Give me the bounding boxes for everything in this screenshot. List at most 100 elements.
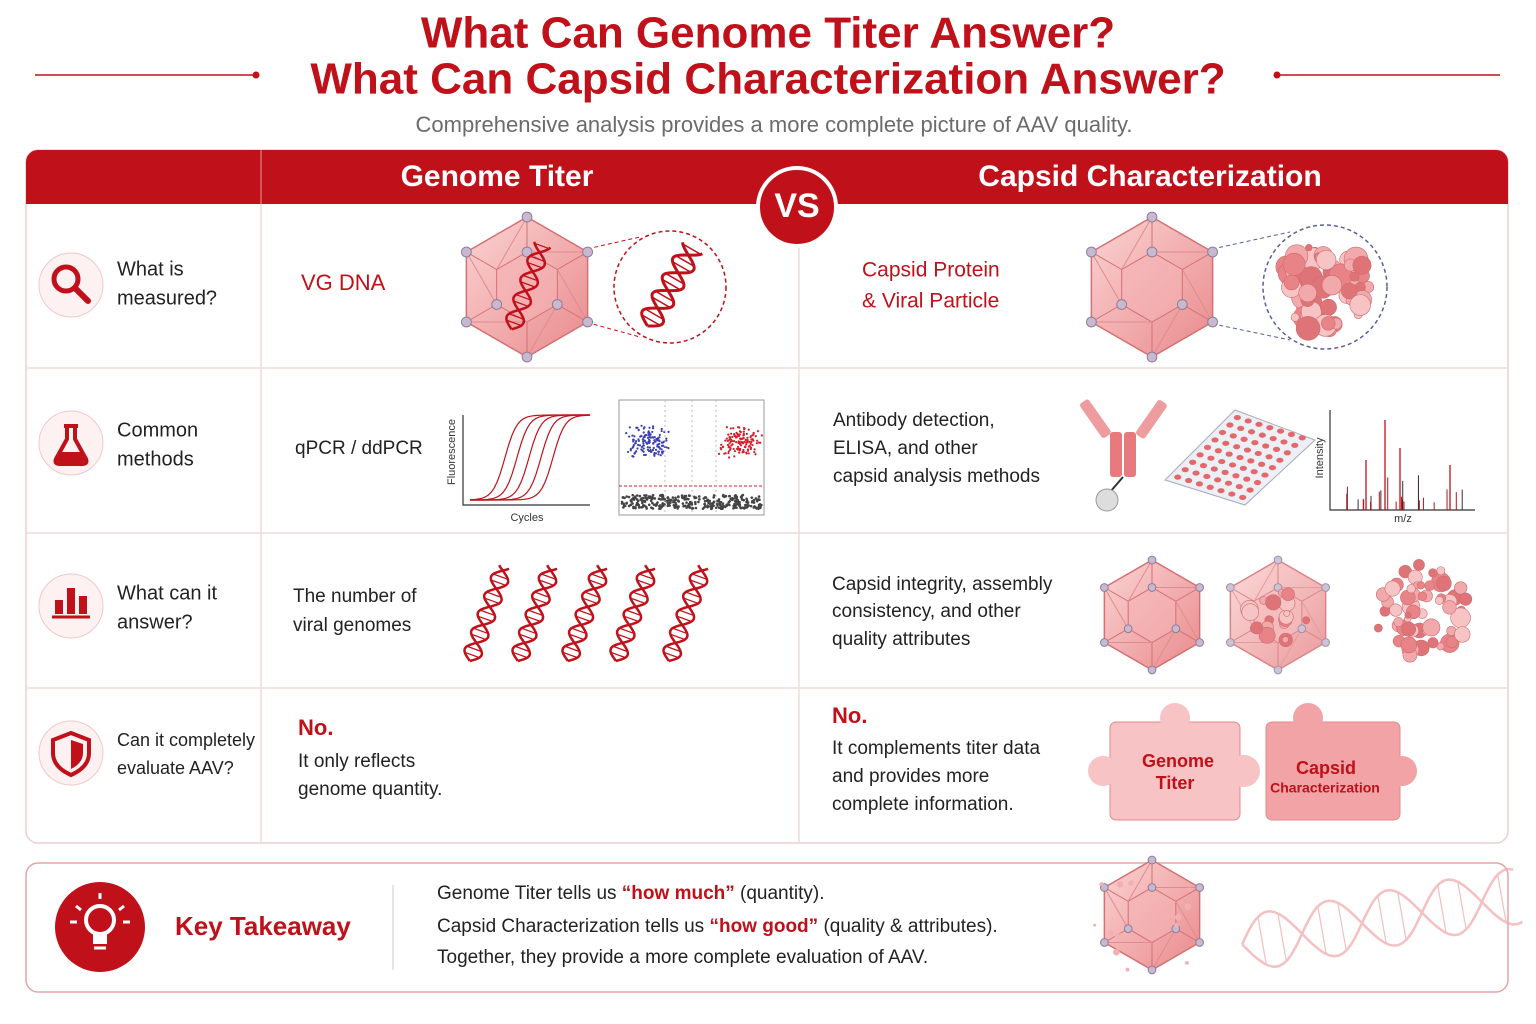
- title-rule-dot: [252, 71, 260, 79]
- answer: No.: [832, 703, 867, 728]
- capsid-vertex: [1085, 246, 1097, 258]
- droplet: [632, 444, 635, 447]
- elisa-well: [1203, 473, 1211, 480]
- droplet: [640, 499, 644, 503]
- dna-rung: [639, 573, 655, 580]
- dna-helix: [640, 242, 703, 328]
- droplet: [633, 452, 636, 455]
- capsid-edge: [1121, 216, 1153, 270]
- droplet: [727, 451, 730, 455]
- cell-text: VG DNA: [301, 270, 386, 295]
- dna-strand: [511, 246, 552, 331]
- puzzle-label: Characterization: [1270, 780, 1380, 796]
- column-header: Genome Titer: [401, 160, 594, 193]
- droplet: [732, 432, 736, 436]
- dna-rung: [672, 627, 688, 635]
- sparkle-dot: [1125, 967, 1130, 972]
- sparkle-dot: [1185, 960, 1189, 965]
- capsid-vertex: [582, 316, 594, 328]
- sparkle-dot: [1113, 948, 1120, 956]
- row-label: evaluate AAV?: [117, 758, 234, 778]
- droplet: [732, 447, 735, 451]
- droplet: [726, 439, 729, 443]
- droplet: [637, 429, 640, 432]
- elisa-well: [1247, 429, 1256, 435]
- elisa-well: [1250, 469, 1258, 475]
- dna-rung: [571, 627, 587, 635]
- dna-rung: [1397, 892, 1407, 941]
- dna-rung: [683, 597, 699, 605]
- droplet: [673, 506, 677, 510]
- capsid-vertex: [1195, 883, 1204, 892]
- droplet: [646, 446, 649, 449]
- capsid-vertex: [1207, 246, 1219, 258]
- capsid-vertex: [1116, 299, 1128, 310]
- droplet: [681, 496, 685, 500]
- protein-blob: [1422, 618, 1441, 637]
- droplet: [672, 500, 675, 504]
- sparkle-dot: [1114, 933, 1120, 939]
- droplet: [742, 430, 745, 433]
- capsid-vertex: [491, 299, 503, 310]
- droplet: [727, 501, 731, 504]
- capsid-edge: [1104, 628, 1129, 643]
- droplet: [746, 439, 749, 442]
- droplet: [757, 441, 761, 444]
- protein-blob: [1321, 316, 1336, 331]
- elisa-well: [1224, 480, 1233, 486]
- sparkle-dot: [1116, 881, 1124, 888]
- elisa-well: [1226, 422, 1234, 428]
- droplet: [726, 443, 730, 447]
- elisa-well: [1298, 435, 1306, 441]
- droplet: [734, 500, 738, 504]
- droplet: [648, 446, 652, 449]
- dna-strand: [615, 564, 656, 663]
- dna-rung: [521, 627, 537, 635]
- droplet: [684, 494, 688, 498]
- droplet: [644, 496, 647, 500]
- dna-rung: [651, 296, 671, 309]
- dna-strand: [505, 241, 547, 330]
- row-icon: [38, 720, 104, 786]
- droplet: [724, 439, 727, 442]
- droplet: [738, 440, 741, 444]
- droplet: [743, 507, 746, 510]
- droplet: [641, 438, 645, 441]
- elisa-well: [1192, 470, 1200, 476]
- droplet: [760, 434, 763, 437]
- dna-rung: [512, 651, 528, 659]
- row-label: Can it completely: [117, 730, 255, 750]
- droplet: [745, 497, 748, 501]
- droplet: [721, 502, 725, 506]
- droplet: [660, 444, 664, 447]
- droplet: [705, 499, 709, 503]
- droplet: [708, 502, 712, 506]
- droplet: [720, 443, 723, 446]
- elisa-well: [1184, 477, 1193, 484]
- dna-rung: [541, 573, 557, 580]
- droplet: [635, 498, 639, 501]
- droplet: [647, 433, 650, 437]
- droplet: [748, 440, 751, 443]
- protein-blob: [1417, 591, 1428, 601]
- elisa-well: [1189, 459, 1197, 465]
- droplet: [735, 441, 738, 444]
- droplet: [671, 496, 675, 499]
- droplet: [728, 442, 731, 445]
- droplet: [720, 448, 723, 451]
- dna-rung: [569, 633, 585, 641]
- capsid-vertex: [1195, 583, 1204, 592]
- answer: No.: [298, 715, 333, 740]
- droplet: [752, 432, 755, 435]
- cell-text: & Viral Particle: [862, 290, 999, 313]
- dna-rung: [612, 645, 628, 653]
- elisa-well: [1218, 429, 1227, 436]
- capsid-vertex: [1195, 938, 1204, 947]
- droplet: [648, 426, 651, 429]
- droplet: [660, 427, 663, 431]
- elisa-well: [1225, 451, 1233, 457]
- droplet: [622, 502, 626, 506]
- capsid-edge: [1301, 601, 1327, 643]
- dna-rung: [1277, 913, 1287, 962]
- droplet: [650, 497, 654, 500]
